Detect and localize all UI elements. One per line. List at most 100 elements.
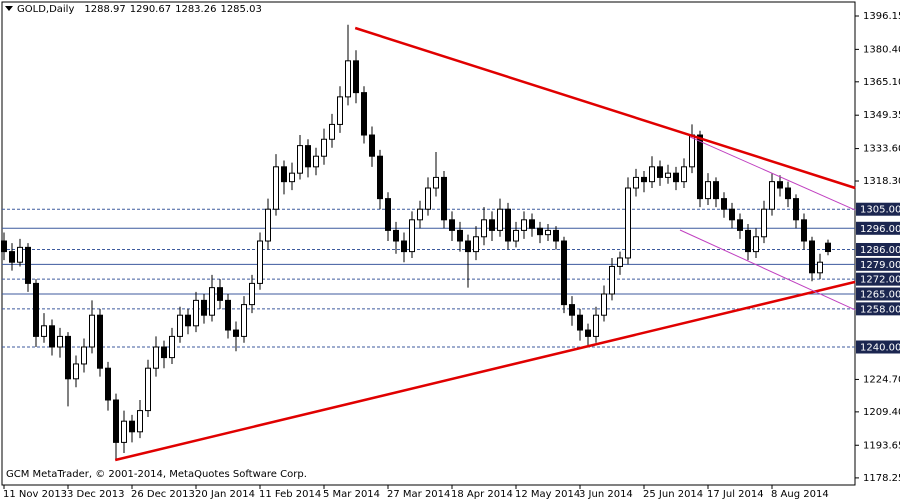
- menu-arrow[interactable]: [5, 6, 13, 11]
- candle-body: [65, 335, 71, 380]
- candle-body: [457, 229, 463, 242]
- candle-body: [81, 346, 87, 365]
- level-label: 1265.00: [860, 290, 900, 301]
- candle-body: [257, 240, 263, 284]
- candle-body: [793, 198, 799, 221]
- candle-body: [713, 181, 719, 200]
- trendline: [689, 136, 856, 211]
- candle-body: [49, 325, 55, 348]
- candle-body: [41, 325, 47, 337]
- candle-body: [601, 293, 607, 316]
- y-tick-label: 1178.25: [863, 473, 900, 484]
- level-label-box: [856, 202, 900, 216]
- level-label-box: [856, 302, 900, 316]
- trendline: [354, 26, 856, 190]
- candle-body: [481, 219, 487, 238]
- candle-body: [233, 329, 239, 337]
- candle-body: [209, 287, 215, 316]
- candle-body: [625, 187, 631, 259]
- candle-body: [297, 145, 303, 174]
- chart-title: GOLD,Daily: [17, 4, 74, 15]
- candle-body: [129, 420, 135, 433]
- candle-body: [273, 166, 279, 210]
- candle-body: [801, 219, 807, 242]
- candle-body: [169, 335, 175, 359]
- candle-body: [353, 60, 359, 94]
- y-tick-label: 1365.10: [863, 77, 900, 88]
- x-tick-label: 3 Dec 2013: [67, 489, 125, 500]
- candle-body: [25, 246, 31, 284]
- y-tick-label: 1349.35: [863, 110, 900, 121]
- x-tick-label: 8 Aug 2014: [771, 489, 829, 500]
- x-tick-label: 3 Jun 2014: [579, 489, 633, 500]
- y-tick-label: 1224.70: [863, 374, 900, 385]
- candle-body: [1, 240, 7, 253]
- level-label: 1279.00: [860, 260, 900, 271]
- candle-body: [673, 172, 679, 183]
- level-label-box: [856, 242, 900, 256]
- candle-body: [177, 314, 183, 337]
- candle-body: [89, 314, 95, 348]
- candle-body: [425, 187, 431, 210]
- candle-body: [657, 166, 663, 178]
- level-label: 1258.00: [860, 304, 900, 315]
- candle-body: [809, 240, 815, 274]
- candle-body: [593, 314, 599, 337]
- candle-body: [417, 208, 423, 221]
- x-tick-label: 12 May 2014: [515, 489, 580, 500]
- level-label: 1240.00: [860, 343, 900, 354]
- candle-body: [217, 287, 223, 301]
- y-tick-label: 1318.30: [863, 176, 900, 187]
- trendline: [114, 280, 856, 462]
- candle-body: [33, 282, 39, 337]
- ohlc-value: 1283.26: [175, 4, 216, 15]
- x-tick-label: 25 Jun 2014: [643, 489, 703, 500]
- candle-body: [817, 261, 823, 274]
- x-tick-label: 5 Mar 2014: [323, 489, 380, 500]
- candle-body: [329, 123, 335, 140]
- candle-body: [705, 181, 711, 200]
- chart-header: GOLD,Daily 1288.97 1290.67 1283.26 1285.03: [17, 4, 262, 15]
- x-tick-label: 18 Apr 2014: [451, 489, 513, 500]
- candle-body: [689, 134, 695, 168]
- candle-body: [225, 299, 231, 331]
- candle-body: [137, 410, 143, 433]
- candle-body: [545, 229, 551, 236]
- candle-body: [377, 155, 383, 200]
- candle-body: [697, 134, 703, 200]
- candle-body: [665, 172, 671, 178]
- candle-body: [57, 335, 63, 348]
- candle-body: [401, 240, 407, 253]
- y-tick-label: 1209.40: [863, 407, 900, 418]
- candle-body: [569, 304, 575, 316]
- candle-body: [577, 314, 583, 331]
- level-label-box: [856, 221, 900, 235]
- x-tick-label: 11 Feb 2014: [259, 489, 321, 500]
- candle-body: [321, 138, 327, 157]
- candle-body: [121, 420, 127, 443]
- level-label-box: [856, 272, 900, 286]
- y-tick-label: 1396.15: [863, 11, 900, 22]
- candle-body: [313, 155, 319, 168]
- x-tick-label: 11 Nov 2013: [3, 489, 67, 500]
- candle-body: [449, 219, 455, 231]
- ohlc-value: 1288.97: [84, 4, 125, 15]
- candle-body: [721, 198, 727, 210]
- candle-body: [281, 166, 287, 183]
- level-label-box: [856, 340, 900, 354]
- footer: GCM MetaTrader, © 2001-2014, MetaQuotes …: [6, 469, 307, 480]
- candle-body: [345, 60, 351, 98]
- candle-body: [553, 229, 559, 242]
- candle-body: [585, 329, 591, 337]
- x-tick-label: 20 Jan 2014: [195, 489, 255, 500]
- candle-body: [529, 219, 535, 229]
- level-label-box: [856, 257, 900, 271]
- level-label: 1272.00: [860, 275, 900, 286]
- candle-body: [649, 166, 655, 183]
- candle-body: [409, 219, 415, 253]
- x-tick-label: 26 Dec 2013: [131, 489, 195, 500]
- candle-body: [145, 367, 151, 412]
- x-tick-label: 17 Jul 2014: [707, 489, 764, 500]
